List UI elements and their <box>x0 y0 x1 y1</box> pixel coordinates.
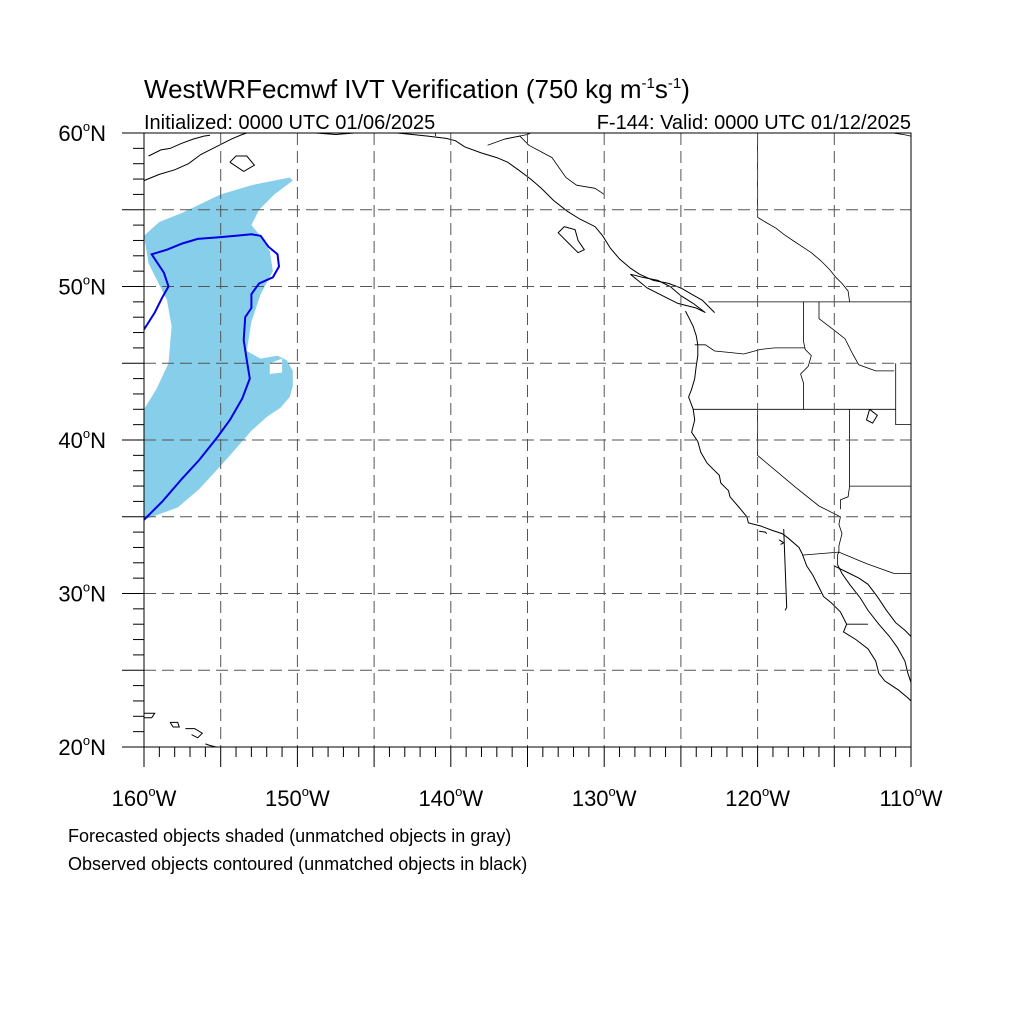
valid-time-label: F-144: Valid: 0000 UTC 01/12/2025 <box>597 112 911 134</box>
coastline-segment <box>783 528 788 611</box>
coastline-segment <box>865 408 878 424</box>
lat-tick-label: 50oN <box>58 273 106 300</box>
lon-tick-label: 110oW <box>879 784 942 811</box>
coastline-segment <box>778 539 785 545</box>
coastline-segment <box>169 721 181 728</box>
init-time-label: Initialized: 0000 UTC 01/06/2025 <box>144 112 435 134</box>
border-segment <box>895 363 911 425</box>
lat-tick-label: 20oN <box>58 733 106 760</box>
coastline-segment <box>185 728 204 739</box>
lon-tick-label: 130oW <box>572 784 637 811</box>
border-segment <box>487 133 531 146</box>
lat-tick-label: 30oN <box>58 580 106 607</box>
map-title: WestWRFecmwf IVT Verification (750 kg m-… <box>144 74 690 104</box>
coastline-segment <box>759 530 768 534</box>
coastline-segment <box>205 743 217 747</box>
political-borders <box>435 133 911 625</box>
coastline-segment <box>144 712 156 719</box>
coastline-segment <box>315 133 715 313</box>
lat-tick-label: 60oN <box>58 119 106 146</box>
border-segment <box>757 409 843 553</box>
lat-tick-label: 40oN <box>58 426 106 453</box>
border-segment <box>504 135 605 195</box>
axis-labels: 160oW 150oW 140oW 130oW 120oW 110oW 60oN 50oN 40… <box>58 119 942 811</box>
coastline-segment <box>834 565 911 637</box>
plot-area <box>144 133 911 747</box>
forecast-object-shaded <box>144 177 293 520</box>
observed-object-contour <box>144 233 281 521</box>
lon-tick-label: 160oW <box>112 784 177 811</box>
coastline-segment <box>836 564 911 683</box>
coastline-segment <box>148 134 211 157</box>
lat-lon-grid <box>144 133 911 747</box>
footnote-forecast: Forecasted objects shaded (unmatched obj… <box>68 826 511 846</box>
lon-tick-label: 140oW <box>418 784 483 811</box>
lon-tick-label: 120oW <box>725 784 790 811</box>
border-segment <box>802 551 911 574</box>
coastline-segment <box>685 310 911 702</box>
border-segment <box>837 551 840 565</box>
border-segment <box>800 301 812 410</box>
border-segment <box>840 409 850 510</box>
border-segment <box>694 344 806 355</box>
coastline-segment <box>557 226 586 254</box>
footnote-observed: Observed objects contoured (unmatched ob… <box>68 854 527 874</box>
coastline-segment <box>144 133 247 182</box>
border-segment <box>818 301 895 372</box>
border-segment <box>757 217 850 302</box>
coastline-segment <box>229 155 256 172</box>
coastlines <box>144 133 911 747</box>
axis-ticks <box>122 132 912 767</box>
lon-tick-label: 150oW <box>265 784 330 811</box>
coastline-segment <box>629 273 706 314</box>
